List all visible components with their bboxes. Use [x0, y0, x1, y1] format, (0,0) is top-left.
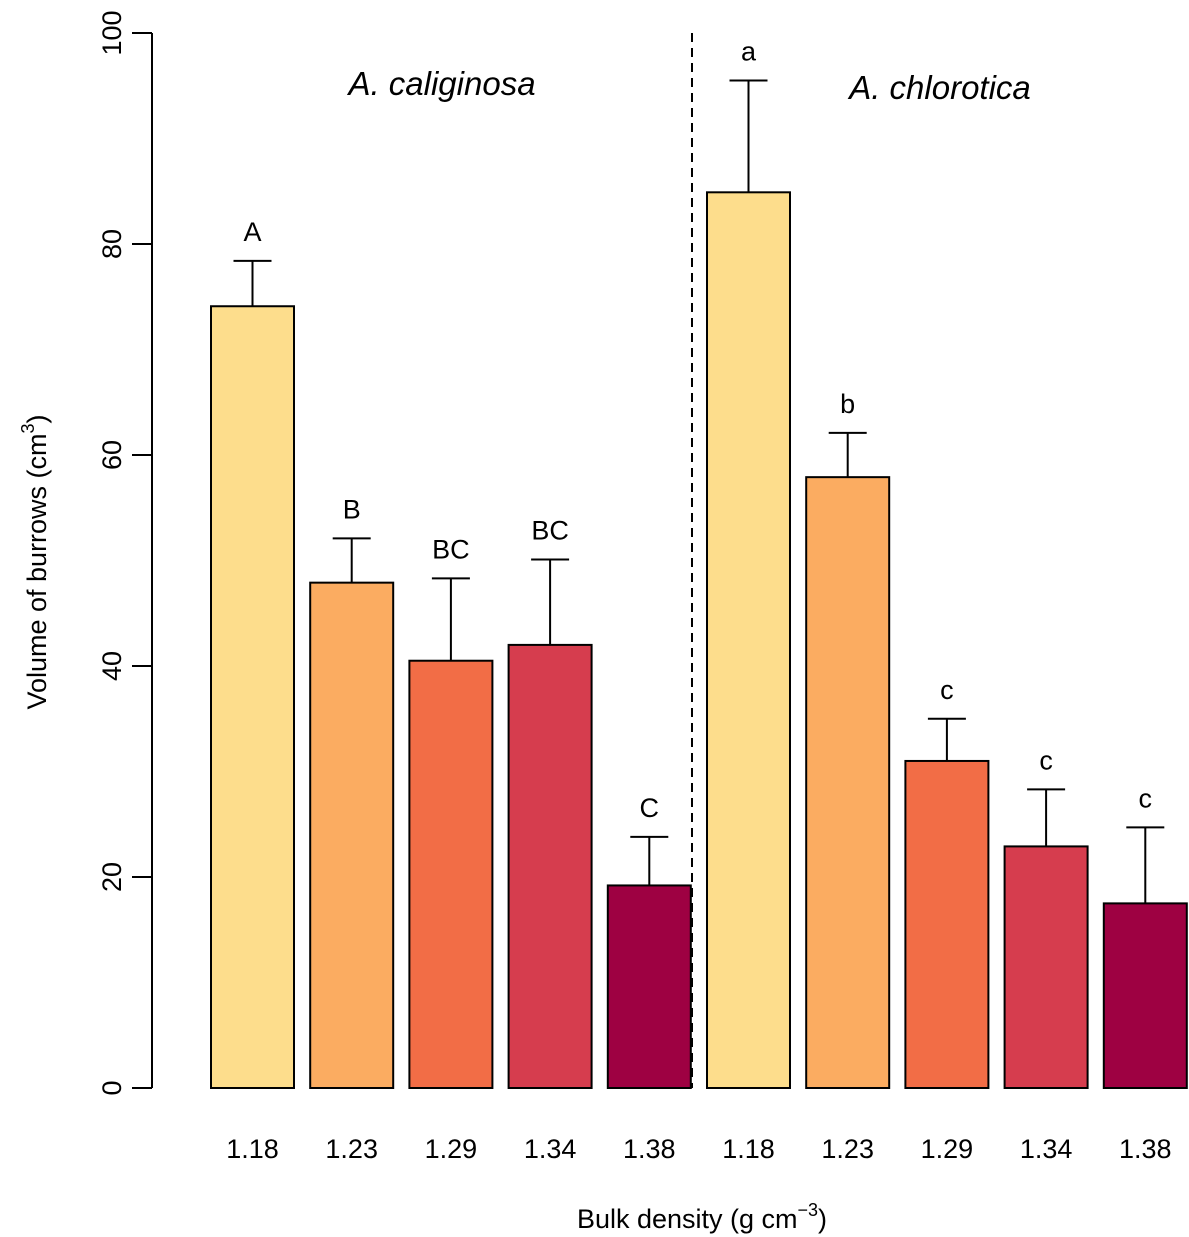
x-axis-title: Bulk density (g cm−3) — [577, 1200, 827, 1234]
bar — [1003, 845, 1089, 1090]
y-tick-label: 20 — [97, 862, 127, 892]
significance-letter: c — [940, 675, 954, 705]
y-tick-label: 60 — [97, 440, 127, 470]
y-tick-label: 80 — [97, 229, 127, 259]
significance-letter: C — [640, 793, 660, 823]
significance-letter: B — [343, 494, 361, 524]
x-tick-label: 1.38 — [1119, 1134, 1172, 1164]
group-label-caliginosa: A. caliginosa — [346, 65, 535, 102]
y-axis-title: Volume of burrows (cm3) — [18, 414, 52, 709]
x-tick-label: 1.23 — [821, 1134, 874, 1164]
y-tick-label: 100 — [97, 10, 127, 55]
bar — [1102, 902, 1188, 1089]
x-tick-label: 1.34 — [1020, 1134, 1073, 1164]
x-tick-label: 1.29 — [921, 1134, 974, 1164]
bar — [805, 476, 891, 1089]
x-tick-labels: 1.18 1.23 1.29 1.34 1.38 1.18 1.23 1.29 1.34 1.38 — [226, 1134, 1171, 1164]
x-tick-label: 1.29 — [425, 1134, 478, 1164]
y-tick-label: 40 — [97, 651, 127, 681]
x-tick-label: 1.38 — [623, 1134, 676, 1164]
bar — [507, 643, 593, 1090]
x-tick-label: 1.18 — [226, 1134, 279, 1164]
bar — [309, 581, 395, 1090]
bar — [606, 884, 692, 1089]
bar — [210, 305, 295, 1089]
bars: A B BC BC Ca b c c c — [210, 36, 1188, 1090]
significance-letter: b — [840, 389, 855, 419]
y-tick-label: 0 — [97, 1080, 127, 1095]
bar — [706, 191, 791, 1089]
significance-letter: a — [741, 36, 757, 66]
x-tick-label: 1.34 — [524, 1134, 577, 1164]
bar — [904, 759, 990, 1089]
significance-letter: BC — [432, 534, 470, 564]
significance-letter: c — [1039, 745, 1053, 775]
bar — [408, 659, 494, 1089]
x-tick-label: 1.23 — [325, 1134, 378, 1164]
group-label-chlorotica: A. chlorotica — [847, 69, 1031, 106]
significance-letter: c — [1139, 783, 1153, 813]
significance-letter: BC — [531, 515, 569, 545]
significance-letter: A — [243, 217, 261, 247]
y-axis: 0 20 40 60 80 100 — [97, 10, 153, 1096]
x-tick-label: 1.18 — [722, 1134, 775, 1164]
